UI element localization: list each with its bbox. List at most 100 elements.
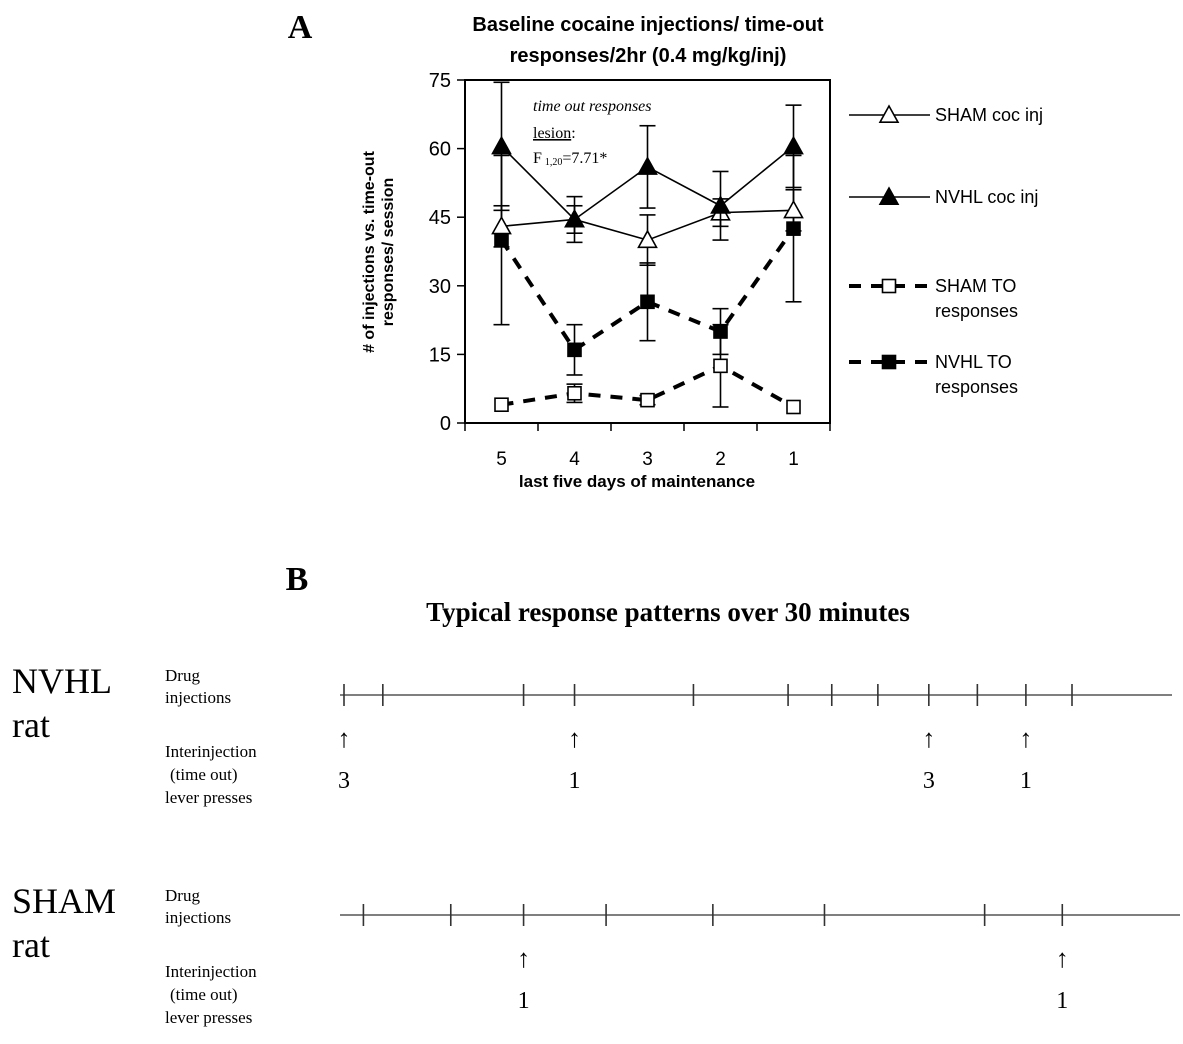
legend-swatch-marker <box>878 104 900 123</box>
lever-press-count: 1 <box>1020 768 1032 794</box>
y-axis-label-line-2: responses/ session <box>380 178 397 327</box>
y-axis-ticks: 0 15 30 45 60 75 <box>429 70 465 435</box>
x-tick-label: 3 <box>642 449 653 470</box>
data-point <box>783 135 804 155</box>
legend-swatch-marker <box>881 354 897 370</box>
data-point <box>640 294 655 310</box>
series-layer <box>491 81 804 415</box>
up-arrow-icon: ↑ <box>1019 724 1032 753</box>
legend-label: NVHL coc inj <box>935 187 1038 207</box>
data-point <box>710 195 731 214</box>
lever-press-count: 3 <box>923 768 935 794</box>
row-name: SHAM rat <box>12 881 116 965</box>
legend-label: SHAM coc inj <box>935 105 1043 125</box>
y-tick-label: 45 <box>429 207 451 229</box>
up-arrow-icon: ↑ <box>568 724 581 753</box>
legend-swatch-marker <box>881 278 897 294</box>
lever-presses-label-line: (time out) <box>170 985 238 1004</box>
legend-swatch-marker <box>878 186 900 205</box>
legend: SHAM coc inj NVHL coc inj SHAM TO responses… <box>849 104 1043 397</box>
plot-area-frame <box>464 79 831 424</box>
lever-presses-label-line: Interinjection <box>165 742 257 761</box>
series-line <box>501 363 795 409</box>
lever-press-count: 1 <box>569 768 581 794</box>
lever-press-count: 1 <box>518 988 530 1014</box>
legend-item-sham-to-responses: SHAM TO responses <box>849 276 1018 321</box>
data-point <box>713 358 728 374</box>
data-point <box>491 215 512 235</box>
annotation-stat-prefix: F <box>533 150 542 167</box>
data-point <box>640 392 655 408</box>
annotation-colon: : <box>571 125 575 142</box>
lever-presses-label: Interinjection (time out) lever presses <box>165 962 257 1027</box>
x-tick-label: 5 <box>496 449 507 470</box>
data-point <box>783 199 804 219</box>
lever-press-count: 1 <box>1056 988 1068 1014</box>
lever-presses-label-line: Interinjection <box>165 962 257 981</box>
series-line <box>499 227 796 353</box>
panel-a-letter: A <box>288 9 313 46</box>
row-name: NVHL rat <box>12 661 112 745</box>
up-arrow-icon: ↑ <box>338 724 351 753</box>
lever-presses-label: Interinjection (time out) lever presses <box>165 742 257 807</box>
y-axis-label-line-1: # of injections vs. time-out <box>361 150 378 352</box>
up-arrow-icon: ↑ <box>1056 944 1069 973</box>
stat-annotation: time out responses lesion: F 1,20=7.71* <box>533 98 652 168</box>
legend-label: SHAM TO responses <box>935 276 1018 321</box>
data-point <box>491 135 512 155</box>
drug-injections-label: Drug injections <box>165 666 231 707</box>
data-point <box>494 397 509 413</box>
up-arrow-icon: ↑ <box>517 944 530 973</box>
legend-label: NVHL TO responses <box>935 352 1018 397</box>
x-axis-label: last five days of maintenance <box>519 472 755 491</box>
drug-injections-label-line: injections <box>165 908 231 927</box>
chart-title-line-2: responses/2hr (0.4 mg/kg/inj) <box>510 45 787 67</box>
drug-injections-label-line: injections <box>165 688 231 707</box>
row-name-line: rat <box>12 705 50 745</box>
lever-presses-label-line: lever presses <box>165 788 252 807</box>
x-axis-ticks: 5 4 3 2 1 <box>464 423 831 470</box>
row-name-line: NVHL <box>12 661 112 701</box>
data-point <box>567 385 582 401</box>
x-tick-label: 4 <box>569 449 580 470</box>
data-point <box>786 399 801 415</box>
legend-label-line: NVHL TO <box>935 352 1012 372</box>
drug-injections-label-line: Drug <box>165 886 200 905</box>
drug-injections-label-line: Drug <box>165 666 200 685</box>
chart-title-line-1: Baseline cocaine injections/ time-out <box>472 14 824 36</box>
y-tick-label: 30 <box>429 276 451 298</box>
data-point <box>637 229 658 249</box>
data-point <box>567 342 582 358</box>
y-tick-label: 15 <box>429 344 451 366</box>
legend-label-line: SHAM TO <box>935 276 1016 296</box>
annotation-stat: F 1,20=7.71* <box>533 150 607 168</box>
annotation-stat-subscript: 1,20 <box>545 157 563 168</box>
legend-label-line: responses <box>935 301 1018 321</box>
lever-press-count: 3 <box>338 768 350 794</box>
timeline-row-1: NVHL rat Drug injections Interinjection (time… <box>12 661 1172 807</box>
row-name-line: SHAM <box>12 881 116 921</box>
timelines: NVHL rat Drug injections Interinjection (time… <box>12 661 1180 1027</box>
up-arrow-icon: ↑ <box>922 724 935 753</box>
data-point <box>713 324 728 339</box>
series-sham-to-responses <box>494 323 801 415</box>
legend-item-nvhl-to-responses: NVHL TO responses <box>849 352 1018 397</box>
y-tick-label: 60 <box>429 139 451 161</box>
annotation-line-2: lesion: <box>533 125 576 142</box>
data-point <box>637 156 658 175</box>
x-tick-label: 1 <box>788 449 799 470</box>
y-tick-label: 75 <box>429 70 451 92</box>
annotation-lesion: lesion <box>533 125 571 142</box>
legend-item-sham-coc-inj: SHAM coc inj <box>849 104 1043 125</box>
panel-b-letter: B <box>286 561 309 598</box>
legend-label-line: responses <box>935 377 1018 397</box>
data-point <box>564 208 585 228</box>
series-nvhl-coc-inj <box>491 81 804 244</box>
drug-injections-label: Drug injections <box>165 886 231 927</box>
y-axis-label: # of injections vs. time-out responses/ … <box>361 150 397 352</box>
annotation-line-1: time out responses <box>533 98 652 115</box>
timeline-row-2: SHAM rat Drug injections Interinjection (time… <box>12 881 1180 1027</box>
x-tick-label: 2 <box>715 449 726 470</box>
y-tick-label: 0 <box>440 413 451 435</box>
